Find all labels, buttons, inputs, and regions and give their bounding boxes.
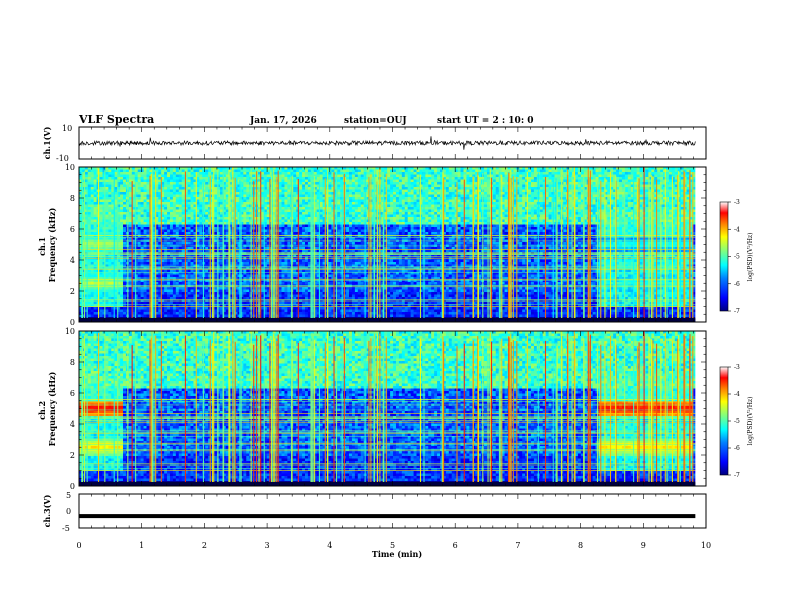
ch2-colorbar-tick--4: -4 — [734, 391, 740, 398]
ch2-spec-ytick-4: 4 — [70, 420, 75, 429]
ch1-colorbar-label: log(PSD)(V²/Hz) — [747, 233, 754, 282]
ch1-spec-ytick-6: 6 — [70, 225, 75, 234]
ch1-colorbar-tick--4: -4 — [734, 226, 740, 233]
ch1-spectrogram-panel: 0 2 4 6 8 10 ch.1 Frequency (kHz) — [37, 163, 706, 327]
ch2-spec-ytick-10: 10 — [65, 327, 75, 336]
x-tick-7: 7 — [515, 541, 520, 550]
ch3-ytick-bottom: -5 — [62, 524, 70, 533]
ch2-spectrogram-panel: 0 2 4 6 8 10 ch.2 Frequency (kHz) — [37, 327, 706, 491]
x-tick-10: 10 — [701, 541, 711, 550]
ch1-ylabel: ch.1(V) — [42, 126, 52, 159]
x-tick-8: 8 — [578, 541, 583, 550]
ch2-colorbar: -3 -4 -5 -6 -7 log(PSD)(V²/Hz) — [720, 364, 754, 479]
ch1-spectrogram-image — [79, 167, 706, 322]
ch2-spec-ytick-2: 2 — [70, 451, 75, 460]
ch1-colorbar-tick--6: -6 — [734, 281, 740, 288]
ch1-spec-ytick-10: 10 — [65, 163, 75, 172]
ch1-spec-ytick-2: 2 — [70, 287, 75, 296]
ch3-waveform-panel: 5 0 -5 ch.3(V) — [42, 491, 706, 533]
ch2-colorbar-label: log(PSD)(V²/Hz) — [747, 397, 754, 446]
x-axis-label: Time (min) — [372, 549, 422, 559]
ch2-colorbar-tick--3: -3 — [734, 364, 740, 371]
date-label: Jan. 17, 2026 — [249, 116, 317, 126]
ch2-spec-ytick-6: 6 — [70, 389, 75, 398]
ch1-ytick-top: 10 — [62, 124, 72, 133]
ch3-ytick-mid: 0 — [66, 507, 71, 516]
ch1-colorbar-tick--5: -5 — [734, 254, 740, 261]
ch1-colorbar-tick--7: -7 — [734, 308, 740, 315]
ch2-colorbar-tick--6: -6 — [734, 445, 740, 452]
ch3-waveform-trace — [79, 514, 695, 518]
ch3-ytick-top: 5 — [66, 491, 71, 500]
x-tick-2: 2 — [202, 541, 207, 550]
x-tick-4: 4 — [327, 541, 332, 550]
ch1-spec-ytick-0: 0 — [70, 318, 75, 327]
ch1-colorbar-tick--3: -3 — [734, 199, 740, 206]
ch1-waveform-panel: 10 -10 ch.1(V) — [42, 124, 706, 163]
x-tick-0: 0 — [76, 541, 81, 550]
figure-title: VLF Spectra — [78, 113, 154, 126]
start-ut-label: start UT = 2 : 10: 0 — [437, 116, 534, 126]
x-tick-3: 3 — [265, 541, 270, 550]
ch3-ylabel: ch.3(V) — [42, 494, 52, 527]
ch2-spec-ylabel-line2: Frequency (kHz) — [47, 371, 57, 446]
ch1-spec-ylabel-line1: ch.1 — [37, 237, 47, 256]
ch2-spec-ytick-8: 8 — [70, 358, 75, 367]
ch2-spec-ylabel-line1: ch.2 — [37, 401, 47, 420]
ch1-ytick-bottom: -10 — [56, 154, 69, 163]
station-label: station=OUJ — [344, 116, 407, 126]
ch2-colorbar-tick--7: -7 — [734, 472, 740, 479]
ch1-spec-ylabel-line2: Frequency (kHz) — [47, 207, 57, 282]
x-tick-1: 1 — [139, 541, 144, 550]
ch2-spectrogram-ylabel: ch.2 Frequency (kHz) — [37, 371, 57, 446]
ch1-spec-ytick-4: 4 — [70, 256, 75, 265]
ch1-colorbar: -3 -4 -5 -6 -7 log(PSD)(V²/Hz) — [720, 199, 754, 315]
x-tick-9: 9 — [641, 541, 646, 550]
x-tick-6: 6 — [453, 541, 458, 550]
ch2-spectrogram-image — [79, 331, 706, 486]
ch1-spectrogram-ylabel: ch.1 Frequency (kHz) — [37, 207, 57, 282]
ch1-spec-ytick-8: 8 — [70, 194, 75, 203]
ch2-spec-ytick-0: 0 — [70, 482, 75, 491]
ch2-colorbar-tick--5: -5 — [734, 418, 740, 425]
